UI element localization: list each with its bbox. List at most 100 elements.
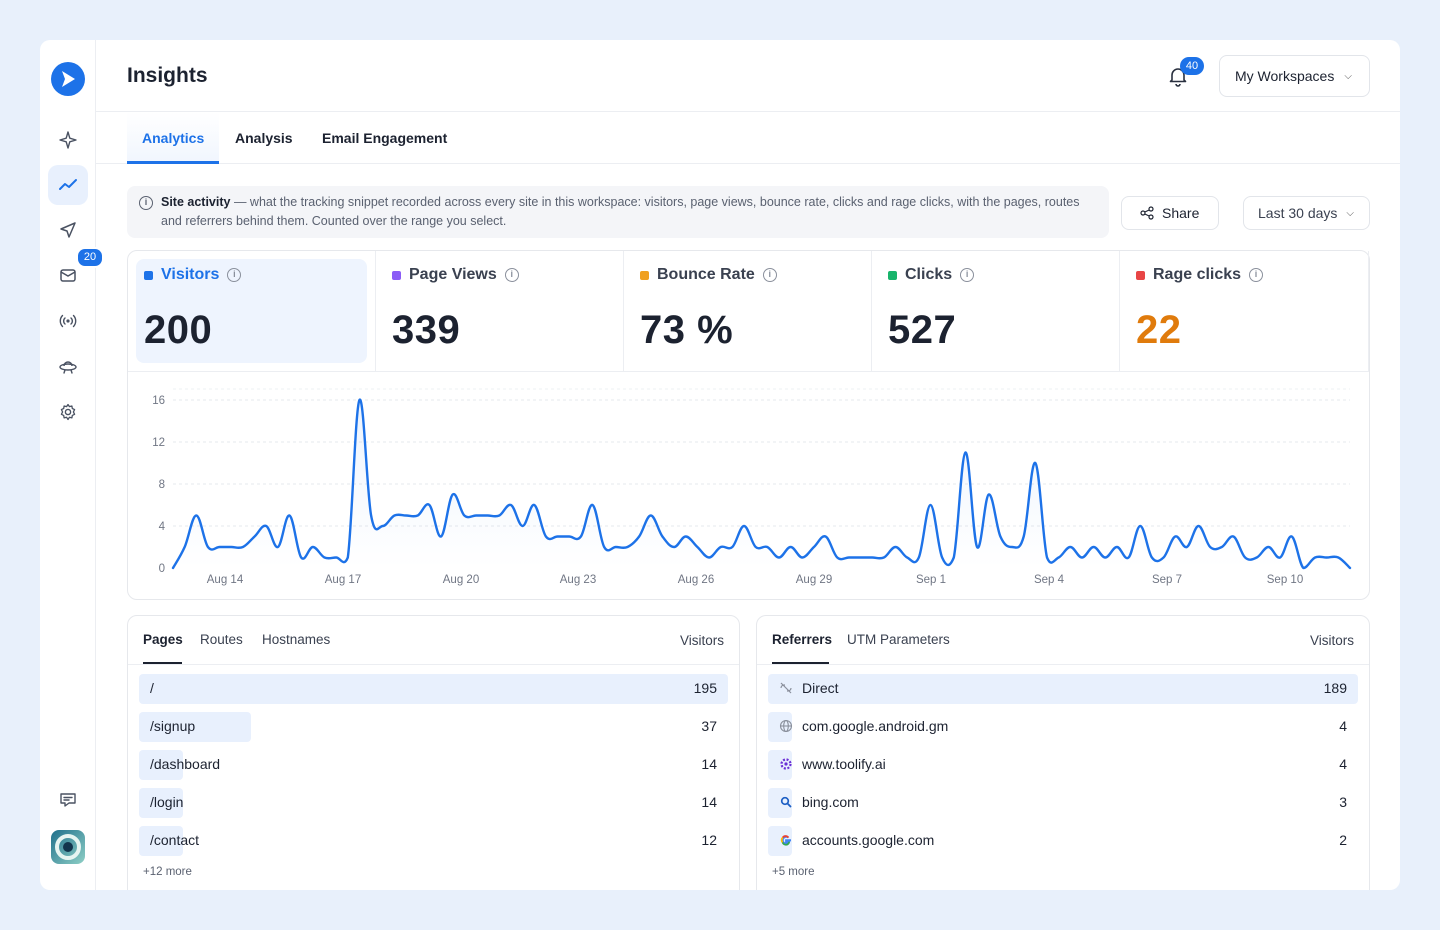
pages-more-link[interactable]: +12 more [143, 866, 192, 878]
tab-analytics[interactable]: Analytics [127, 112, 220, 164]
row-label: /login [150, 794, 183, 810]
workspace-label: My Workspaces [1235, 68, 1335, 84]
row-count: 12 [701, 832, 717, 848]
sparkle-icon [59, 131, 77, 149]
row-label-text: / [150, 680, 154, 696]
sidebar-item-feedback[interactable] [48, 780, 88, 820]
info-icon: i [227, 268, 242, 282]
tab-email-engagement[interactable]: Email Engagement [322, 130, 448, 146]
row-label: bing.com [779, 794, 859, 810]
y-tick-label: 8 [159, 479, 165, 491]
referrers-card-header: Referrers UTM Parameters Visitors [757, 616, 1369, 665]
line-chart-svg: 0 4 8 12 16 Aug 14 Aug 17 Aug 20 Aug 23 Aug 26 Au… [152, 388, 1352, 586]
share-button[interactable]: Share [1121, 196, 1219, 230]
row-label: /signup [150, 718, 195, 734]
table-row[interactable]: Direct 189 [768, 674, 1358, 704]
google-icon [779, 833, 793, 847]
feedback-icon [60, 793, 76, 807]
sidebar-item-broadcast[interactable] [48, 301, 88, 341]
row-count: 195 [693, 680, 717, 696]
sidebar-item-campaigns[interactable] [48, 210, 88, 250]
table-row[interactable]: /signup 37 [139, 712, 728, 742]
app-logo[interactable] [51, 62, 85, 96]
sidebar-item-ufo[interactable] [48, 346, 88, 386]
stat-bounce-rate[interactable]: Bounce Rate i 73 % [624, 251, 872, 372]
row-bar [139, 826, 184, 856]
stat-page-views[interactable]: Page Views i 339 [376, 251, 624, 372]
active-tab-indicator [772, 662, 829, 664]
info-banner: i Site activity — what the tracking snip… [127, 186, 1109, 238]
tab-routes[interactable]: Routes [200, 632, 243, 647]
info-icon: i [139, 196, 153, 210]
table-row[interactable]: bing.com 3 [768, 788, 1358, 818]
stat-clicks[interactable]: Clicks i 527 [872, 251, 1120, 372]
avatar-icon [55, 834, 81, 860]
x-tick-label: Aug 20 [443, 574, 479, 586]
stat-label: Visitors [161, 266, 220, 283]
sidebar-item-sparkle[interactable] [48, 120, 88, 160]
x-tick-label: Aug 26 [678, 574, 714, 586]
workspace-select[interactable]: My Workspaces ⌵ [1219, 55, 1370, 97]
row-count: 4 [1339, 718, 1347, 734]
stat-visitors[interactable]: Visitors i 200 [128, 251, 376, 372]
row-bar [139, 788, 184, 818]
date-range-label: Last 30 days [1258, 205, 1338, 221]
row-bar [768, 826, 792, 856]
sidebar-item-insights[interactable] [48, 165, 88, 205]
stat-rage-clicks[interactable]: Rage clicks i 22 [1120, 251, 1369, 372]
visitors-chart: 0 4 8 12 16 Aug 14 Aug 17 Aug 20 Aug 23 Aug 26 Au… [128, 373, 1369, 599]
tab-analysis[interactable]: Analysis [235, 130, 293, 146]
ufo-icon [59, 361, 77, 374]
mail-icon [60, 269, 76, 282]
row-label-text: bing.com [802, 794, 859, 810]
date-range-select[interactable]: Last 30 days ⌵ [1243, 196, 1370, 230]
referrers-more-link[interactable]: +5 more [772, 866, 815, 878]
stat-label: Page Views [409, 266, 497, 283]
sidebar: 20 [40, 40, 104, 890]
clicks-dot [888, 270, 897, 280]
logo-icon [62, 71, 75, 87]
pages-card: Pages Routes Hostnames Visitors / 195/sig… [127, 615, 740, 890]
row-label: Direct [779, 680, 839, 696]
stat-value: 73 % [640, 308, 734, 352]
tab-referrers[interactable]: Referrers [772, 632, 833, 647]
table-row[interactable]: accounts.google.com 2 [768, 826, 1358, 856]
stats-card: Visitors i 200 Page Views i 339 Bounce Rat… [127, 250, 1370, 600]
table-row[interactable]: /login 14 [139, 788, 728, 818]
table-row[interactable]: /contact 12 [139, 826, 728, 856]
tab-utm-parameters[interactable]: UTM Parameters [847, 632, 950, 647]
sidebar-item-inbox[interactable]: 20 [48, 247, 104, 295]
table-row[interactable]: com.google.android.gm 4 [768, 712, 1358, 742]
table-row[interactable]: /dashboard 14 [139, 750, 728, 780]
tab-hostnames[interactable]: Hostnames [262, 632, 331, 647]
trend-icon [59, 179, 77, 190]
info-icon: i [762, 268, 777, 282]
visitors-dot [144, 270, 153, 280]
stat-value: 527 [888, 308, 957, 352]
link-off-icon [779, 681, 793, 695]
row-label-text: /signup [150, 718, 196, 734]
table-row[interactable]: / 195 [139, 674, 728, 704]
inbox-badge: 20 [76, 247, 104, 268]
info-text: — what the tracking snippet recorded acr… [161, 195, 1080, 228]
tab-pages[interactable]: Pages [143, 632, 183, 647]
sidebar-item-settings[interactable] [48, 392, 88, 432]
stat-label: Rage clicks [1153, 266, 1242, 283]
row-label-text: com.google.android.gm [802, 718, 949, 734]
x-tick-label: Sep 7 [1152, 574, 1182, 586]
row-bar [768, 750, 792, 780]
info-icon: i [504, 268, 519, 282]
notification-count-badge: 40 [1180, 57, 1204, 75]
toolify-icon [779, 757, 793, 771]
x-tick-label: Aug 29 [796, 574, 832, 586]
chart-area [173, 399, 1350, 568]
row-bar [139, 674, 728, 704]
table-row[interactable]: www.toolify.ai 4 [768, 750, 1358, 780]
row-label-text: www.toolify.ai [802, 756, 886, 772]
stat-value: 339 [392, 308, 461, 352]
avatar[interactable] [51, 830, 85, 864]
x-tick-label: Sep 4 [1034, 574, 1065, 586]
rage-clicks-dot [1136, 270, 1145, 280]
top-header: Insights 40 My Workspaces ⌵ [96, 40, 1400, 112]
x-tick-label: Sep 1 [916, 574, 946, 586]
